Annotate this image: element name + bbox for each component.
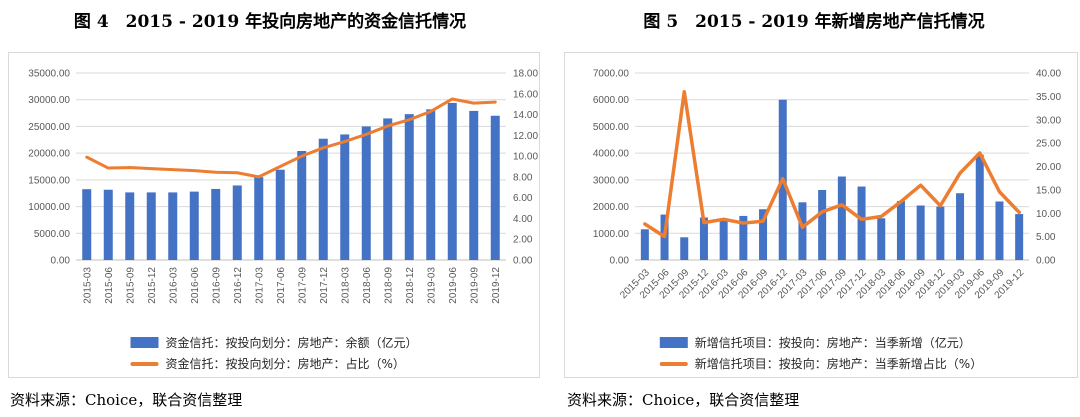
figure5-chart-panel: 0.00 1000.00 2000.00 3000.00 4000.00 5000.00 6… (564, 52, 1078, 378)
legend-item-new-amount-series: 新增信托项目：按投向：房地产：当季新增（亿元） (659, 334, 982, 351)
svg-text:6.00: 6.00 (513, 193, 533, 204)
svg-text:2018-03: 2018-03 (340, 267, 351, 304)
svg-text:2016-03: 2016-03 (168, 267, 179, 304)
figure4-source: 资料来源：Choice，联合资信整理 (10, 391, 243, 409)
figure4-legend: 资金信托：按投向划分：房地产：余额（亿元） 资金信托：按投向划分：房地产：占比（… (130, 334, 418, 372)
svg-text:6000.00: 6000.00 (593, 95, 630, 106)
svg-text:2019-12: 2019-12 (491, 267, 502, 304)
svg-text:2018-12: 2018-12 (405, 267, 416, 304)
svg-text:2015-12: 2015-12 (147, 267, 158, 304)
figure5-combo-chart: 0.00 1000.00 2000.00 3000.00 4000.00 5000.00 6… (593, 69, 1062, 302)
svg-text:2019-09: 2019-09 (469, 267, 480, 304)
svg-text:14.00: 14.00 (513, 110, 538, 121)
legend-label: 新增信托项目：按投向：房地产：当季新增占比（%） (694, 357, 983, 371)
svg-text:5000.00: 5000.00 (34, 229, 71, 240)
svg-text:30.00: 30.00 (1036, 115, 1061, 126)
figure5-legend: 新增信托项目：按投向：房地产：当季新增（亿元） 新增信托项目：按投向：房地产：当… (659, 334, 983, 372)
legend-label: 新增信托项目：按投向：房地产：当季新增（亿元） (694, 336, 971, 350)
legend-item-ratio-series: 资金信托：按投向划分：房地产：占比（%） (130, 355, 417, 372)
svg-text:10.00: 10.00 (513, 152, 538, 163)
svg-text:0.00: 0.00 (51, 256, 71, 267)
line-series-swatch (130, 361, 159, 366)
svg-text:0.00: 0.00 (610, 256, 630, 267)
svg-text:2000.00: 2000.00 (593, 202, 630, 213)
svg-text:35000.00: 35000.00 (28, 69, 70, 80)
svg-text:40.00: 40.00 (1036, 69, 1061, 80)
svg-text:1000.00: 1000.00 (593, 229, 630, 240)
svg-text:25.00: 25.00 (1036, 139, 1061, 150)
svg-text:16.00: 16.00 (513, 89, 538, 100)
legend-item-new-ratio-series: 新增信托项目：按投向：房地产：当季新增占比（%） (659, 355, 983, 372)
svg-text:4.00: 4.00 (513, 214, 533, 225)
svg-text:0.00: 0.00 (513, 256, 533, 267)
line-series-swatch (659, 361, 688, 366)
svg-text:2016-09: 2016-09 (211, 267, 222, 304)
svg-text:15000.00: 15000.00 (28, 175, 70, 186)
svg-text:35.00: 35.00 (1036, 92, 1061, 103)
svg-text:2015-03: 2015-03 (82, 267, 93, 304)
svg-text:2017-03: 2017-03 (254, 267, 265, 304)
svg-text:2019-06: 2019-06 (448, 267, 459, 304)
legend-label: 资金信托：按投向划分：房地产：余额（亿元） (165, 336, 418, 350)
legend-item-balance-series: 资金信托：按投向划分：房地产：余额（亿元） (130, 334, 418, 351)
svg-text:5000.00: 5000.00 (593, 122, 630, 133)
svg-text:7000.00: 7000.00 (593, 69, 630, 80)
svg-text:2015-06: 2015-06 (104, 267, 115, 304)
svg-text:2017-06: 2017-06 (276, 267, 287, 304)
svg-text:25000.00: 25000.00 (28, 122, 70, 133)
figure4-combo-chart: 0.00 5000.00 10000.00 15000.00 20000.00 25000… (28, 69, 538, 304)
svg-text:12.00: 12.00 (513, 131, 538, 142)
svg-text:18.00: 18.00 (513, 69, 538, 80)
figure4-title: 图 4 2015 - 2019 年投向房地产的资金信托情况 (73, 12, 467, 32)
svg-text:2017-12: 2017-12 (319, 267, 330, 304)
figure5-title: 图 5 2015 - 2019 年新增房地产信托情况 (643, 12, 985, 32)
svg-text:8.00: 8.00 (513, 172, 533, 183)
svg-text:3000.00: 3000.00 (593, 175, 630, 186)
svg-text:2015-09: 2015-09 (125, 267, 136, 304)
svg-text:2018-06: 2018-06 (362, 267, 373, 304)
figure5-source: 资料来源：Choice，联合资信整理 (567, 391, 800, 409)
svg-text:15.00: 15.00 (1036, 185, 1061, 196)
svg-text:20.00: 20.00 (1036, 162, 1061, 173)
svg-text:2.00: 2.00 (513, 235, 533, 246)
svg-text:30000.00: 30000.00 (28, 95, 70, 106)
legend-label: 资金信托：按投向划分：房地产：占比（%） (165, 357, 405, 371)
svg-text:0.00: 0.00 (1036, 256, 1056, 267)
bar-series-swatch (659, 337, 688, 348)
svg-text:2016-06: 2016-06 (190, 267, 201, 304)
svg-text:10000.00: 10000.00 (28, 202, 70, 213)
svg-text:4000.00: 4000.00 (593, 149, 630, 160)
svg-text:2016-12: 2016-12 (233, 267, 244, 304)
svg-text:5.00: 5.00 (1036, 232, 1056, 243)
svg-text:20000.00: 20000.00 (28, 149, 70, 160)
bar-series-swatch (130, 337, 159, 348)
svg-text:10.00: 10.00 (1036, 209, 1061, 220)
svg-text:2017-09: 2017-09 (297, 267, 308, 304)
svg-text:2019-03: 2019-03 (426, 267, 437, 304)
figure4-chart-panel: 0.00 5000.00 10000.00 15000.00 20000.00 25000… (8, 52, 540, 378)
svg-text:2018-09: 2018-09 (383, 267, 394, 304)
